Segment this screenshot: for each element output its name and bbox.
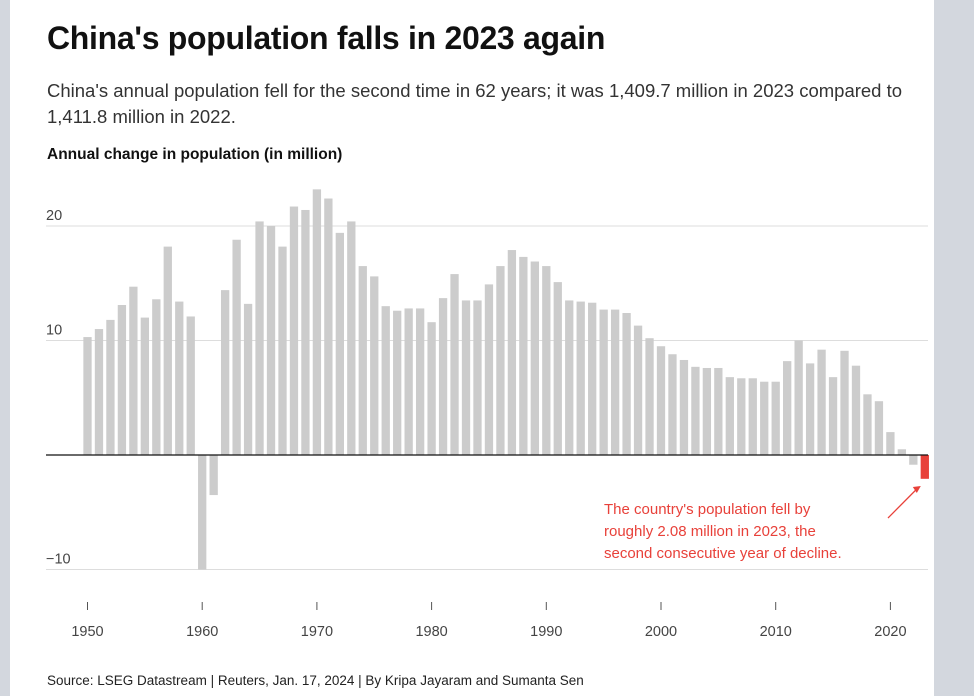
x-tick-label: 1960	[186, 624, 218, 640]
bar-2012	[794, 340, 803, 455]
bar-2016	[840, 350, 849, 455]
annotation-arrow	[887, 488, 918, 519]
bar-2015	[828, 377, 838, 455]
bar-1966	[266, 226, 276, 455]
bar-1999	[645, 338, 654, 455]
bar-2021	[897, 449, 907, 455]
bar-1977	[393, 310, 402, 455]
y-tick-label: 20	[46, 208, 62, 224]
bar-2003	[691, 366, 700, 455]
bar-1964	[243, 303, 253, 455]
bar-2020	[886, 432, 895, 455]
y-axis-title: Annual change in population (in million)	[47, 146, 343, 163]
x-tick-label: 2020	[874, 624, 906, 640]
bar-1969	[301, 209, 310, 455]
bar-1998	[633, 325, 643, 455]
x-tick-label: 2000	[645, 624, 677, 640]
bar-2005	[714, 367, 723, 455]
bar-1975	[370, 276, 379, 455]
bar-1950	[83, 337, 92, 455]
bar-1951	[94, 329, 104, 455]
bar-1993	[576, 301, 585, 455]
bar-1995	[599, 309, 608, 455]
bar-1952	[106, 319, 115, 455]
bar-1987	[507, 250, 517, 455]
bar-1986	[496, 266, 505, 455]
bar-2010	[771, 381, 780, 455]
x-tick-label: 2010	[760, 624, 792, 640]
bar-chart: −10 10 20 1950 1960 1970 1980 1990 2000 2010 2020 T…	[46, 189, 929, 640]
bar-1983	[461, 300, 471, 455]
x-tick-label: 1980	[415, 624, 447, 640]
bar-2004	[702, 367, 712, 455]
bar-1954	[129, 286, 138, 455]
bar-1979	[415, 308, 425, 455]
x-tick-label: 1950	[71, 624, 103, 640]
bar-1982	[450, 274, 459, 455]
annotation-text: The country's population fell by	[604, 501, 811, 518]
bar-1965	[255, 221, 264, 455]
bar-1961	[209, 455, 218, 496]
bar-2007	[737, 378, 746, 455]
bar-1953	[117, 305, 127, 455]
bar-1968	[289, 206, 299, 455]
bar-1994	[588, 302, 597, 455]
bar-1967	[278, 246, 287, 455]
bar-1957	[163, 246, 172, 455]
bar-1988	[519, 256, 528, 455]
bar-1981	[438, 298, 448, 455]
bar-1976	[381, 306, 390, 455]
x-tick-label: 1990	[530, 624, 562, 640]
bar-1963	[232, 239, 241, 455]
source-note: Source: LSEG Datastream | Reuters, Jan. …	[47, 673, 584, 688]
bar-2017	[851, 365, 861, 455]
bar-1971	[324, 198, 333, 455]
bar-2022	[909, 455, 918, 465]
bar-2019	[874, 401, 884, 455]
bar-2014	[817, 349, 826, 455]
y-tick-label: 10	[46, 323, 62, 339]
bar-1962	[220, 290, 230, 455]
bar-2023	[920, 455, 929, 479]
bar-1991	[553, 282, 562, 455]
chart-subtitle: China's annual population fell for the s…	[47, 80, 903, 127]
y-tick-label: −10	[46, 552, 71, 568]
bar-2000	[656, 346, 666, 455]
annotation-text: roughly 2.08 million in 2023, the	[604, 523, 816, 540]
x-tick-label: 1970	[301, 624, 333, 640]
bar-2013	[805, 363, 815, 455]
bar-2011	[783, 361, 792, 455]
bar-1970	[312, 189, 322, 456]
bar-1989	[530, 261, 539, 455]
bar-1997	[622, 313, 631, 455]
bar-2002	[679, 359, 689, 455]
bar-1992	[565, 300, 574, 455]
bar-1955	[140, 317, 149, 455]
bar-2006	[725, 377, 734, 455]
bar-2008	[748, 378, 757, 455]
bar-1974	[358, 266, 367, 455]
bar-1980	[427, 322, 436, 455]
bar-1985	[484, 284, 494, 455]
bar-1984	[473, 300, 482, 455]
bar-1978	[404, 308, 413, 455]
bar-1973	[347, 221, 356, 455]
annotation-text: second consecutive year of decline.	[604, 545, 842, 562]
bar-2001	[668, 354, 677, 455]
bar-1958	[175, 301, 184, 455]
annotation-arrowhead	[912, 486, 921, 493]
bar-2009	[760, 381, 769, 455]
bar-1960	[198, 455, 207, 570]
bar-1990	[542, 266, 551, 455]
bar-2018	[863, 394, 872, 455]
chart-title: China's population falls in 2023 again	[47, 20, 606, 56]
bar-1959	[186, 316, 195, 455]
bar-1996	[610, 309, 620, 455]
bar-1972	[335, 232, 344, 455]
bar-1956	[152, 299, 161, 455]
chart-card: China's population falls in 2023 again C…	[10, 0, 934, 696]
